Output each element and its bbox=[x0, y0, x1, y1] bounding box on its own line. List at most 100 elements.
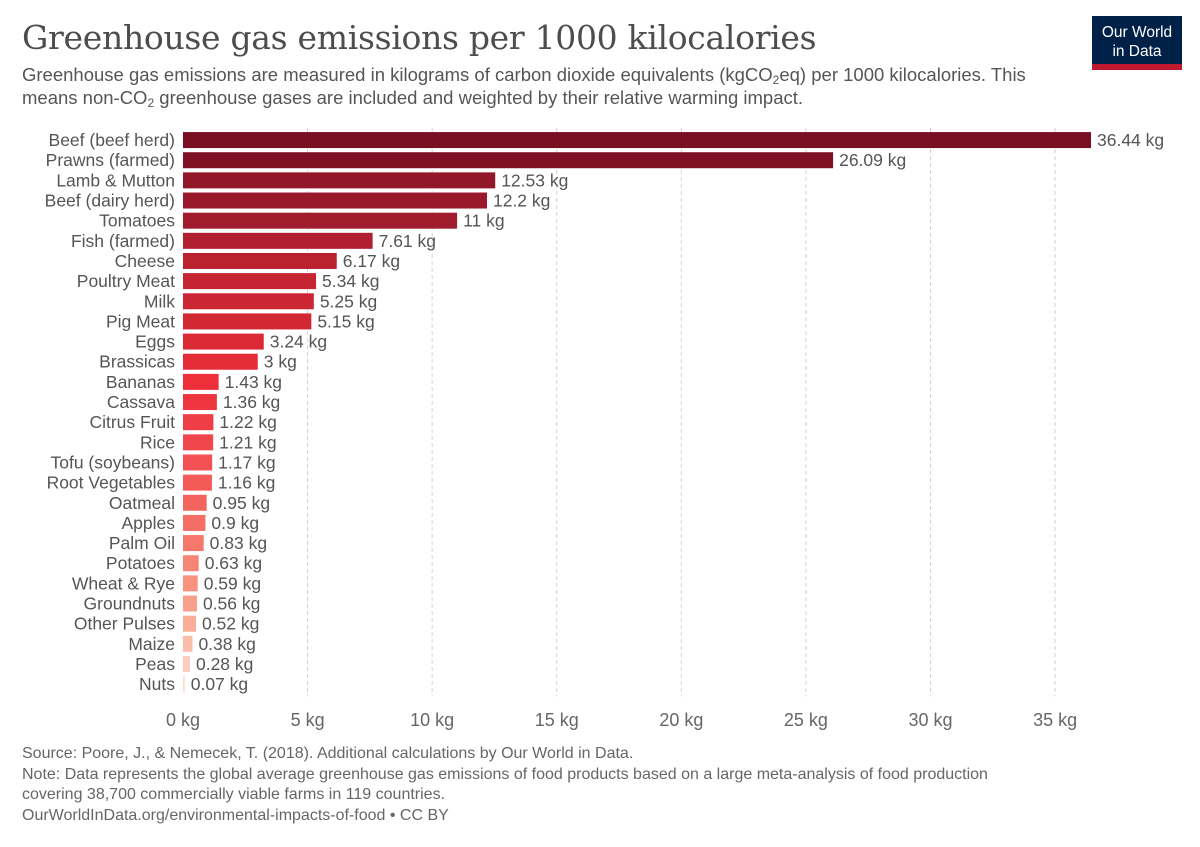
bar-row[interactable]: Beef (dairy herd) 12.2 kg bbox=[45, 191, 551, 211]
value-label: 1.21 kg bbox=[219, 432, 276, 452]
value-label: 1.22 kg bbox=[219, 412, 276, 432]
bar[interactable] bbox=[183, 676, 185, 693]
source-url[interactable]: OurWorldInData.org/environmental-impacts… bbox=[22, 806, 449, 824]
bar-row[interactable]: Peas 0.28 kg bbox=[135, 654, 253, 674]
category-label: Cheese bbox=[115, 251, 175, 271]
x-tick-label: 35 kg bbox=[1033, 710, 1077, 730]
value-label: 5.34 kg bbox=[322, 271, 379, 291]
bar[interactable] bbox=[183, 313, 312, 330]
category-label: Beef (beef herd) bbox=[49, 130, 175, 150]
category-label: Fish (farmed) bbox=[71, 231, 175, 251]
bar-row[interactable]: Prawns (farmed) 26.09 kg bbox=[46, 150, 907, 170]
chart-subtitle: Greenhouse gas emissions are measured in… bbox=[22, 63, 1052, 109]
category-label: Nuts bbox=[139, 674, 175, 694]
bar[interactable] bbox=[183, 555, 199, 572]
bar[interactable] bbox=[183, 152, 834, 169]
bar-row[interactable]: Pig Meat 5.15 kg bbox=[106, 311, 375, 331]
category-label: Apples bbox=[121, 513, 175, 533]
bar-row[interactable]: Lamb & Mutton 12.53 kg bbox=[56, 170, 568, 190]
value-label: 1.36 kg bbox=[223, 392, 280, 412]
bar[interactable] bbox=[183, 192, 487, 209]
bar-row[interactable]: Wheat & Rye 0.59 kg bbox=[72, 573, 261, 593]
bar[interactable] bbox=[183, 273, 317, 290]
bar-row[interactable]: Milk 5.25 kg bbox=[144, 291, 377, 311]
x-tick-label: 10 kg bbox=[410, 710, 454, 730]
bar[interactable] bbox=[183, 595, 197, 612]
bar-row[interactable]: Maize 0.38 kg bbox=[128, 634, 256, 654]
bar[interactable] bbox=[183, 494, 207, 511]
data-note-line-1: Note: Data represents the global average… bbox=[22, 765, 988, 783]
bar[interactable] bbox=[183, 232, 373, 249]
value-label: 0.07 kg bbox=[191, 674, 248, 694]
bar[interactable] bbox=[183, 434, 214, 451]
bar[interactable] bbox=[183, 655, 190, 672]
category-label: Tofu (soybeans) bbox=[50, 452, 175, 472]
bar[interactable] bbox=[183, 454, 213, 471]
category-label: Tomatoes bbox=[99, 211, 175, 231]
category-label: Eggs bbox=[135, 332, 175, 352]
bar[interactable] bbox=[183, 635, 193, 652]
bar-row[interactable]: Palm Oil 0.83 kg bbox=[109, 533, 267, 553]
bar[interactable] bbox=[183, 575, 198, 592]
bar[interactable] bbox=[183, 373, 219, 390]
bar[interactable] bbox=[183, 414, 214, 431]
category-label: Root Vegetables bbox=[47, 473, 176, 493]
value-label: 6.17 kg bbox=[343, 251, 400, 271]
bar[interactable] bbox=[183, 615, 196, 632]
value-label: 0.83 kg bbox=[210, 533, 267, 553]
bar-row[interactable]: Beef (beef herd) 36.44 kg bbox=[49, 130, 1165, 150]
value-label: 12.53 kg bbox=[501, 170, 568, 190]
bar-row[interactable]: Potatoes 0.63 kg bbox=[106, 553, 262, 573]
bar-row[interactable]: Cassava 1.36 kg bbox=[107, 392, 280, 412]
data-note-line-2: covering 38,700 commercially viable farm… bbox=[22, 786, 446, 803]
bar-row[interactable]: Bananas 1.43 kg bbox=[106, 372, 282, 392]
bar-row[interactable]: Other Pulses 0.52 kg bbox=[74, 614, 260, 634]
bar[interactable] bbox=[183, 353, 258, 370]
bar[interactable] bbox=[183, 293, 314, 310]
bar-row[interactable]: Cheese 6.17 kg bbox=[115, 251, 400, 271]
x-tick-label: 0 kg bbox=[166, 710, 200, 730]
x-tick-label: 5 kg bbox=[291, 710, 325, 730]
value-label: 0.95 kg bbox=[213, 493, 270, 513]
bar-row[interactable]: Tomatoes 11 kg bbox=[99, 211, 504, 231]
value-label: 0.52 kg bbox=[202, 614, 259, 634]
bar[interactable] bbox=[183, 252, 337, 269]
bar[interactable] bbox=[183, 514, 206, 531]
value-label: 0.9 kg bbox=[211, 513, 259, 533]
bar-row[interactable]: Nuts 0.07 kg bbox=[139, 674, 248, 694]
bar-row[interactable]: Poultry Meat 5.34 kg bbox=[77, 271, 380, 291]
bar[interactable] bbox=[183, 172, 496, 189]
bar-row[interactable]: Eggs 3.24 kg bbox=[135, 332, 327, 352]
category-label: Groundnuts bbox=[84, 594, 176, 614]
bar-row[interactable]: Tofu (soybeans) 1.17 kg bbox=[50, 452, 275, 472]
category-label: Palm Oil bbox=[109, 533, 175, 553]
bar-row[interactable]: Oatmeal 0.95 kg bbox=[109, 493, 270, 513]
category-label: Oatmeal bbox=[109, 493, 175, 513]
category-label: Bananas bbox=[106, 372, 175, 392]
bar-row[interactable]: Groundnuts 0.56 kg bbox=[84, 594, 261, 614]
subtitle-text-2: eq) per 1000 kilocalories. This means no… bbox=[22, 64, 1026, 108]
value-label: 7.61 kg bbox=[379, 231, 436, 251]
bars: Beef (beef herd) 36.44 kg Prawns (farmed) 2… bbox=[45, 130, 1164, 694]
category-label: Beef (dairy herd) bbox=[45, 191, 175, 211]
our-world-in-data-logo[interactable]: Our World in Data bbox=[1092, 16, 1182, 70]
bar[interactable] bbox=[183, 474, 212, 491]
bar[interactable] bbox=[183, 212, 458, 229]
logo-line-2: in Data bbox=[1112, 43, 1162, 60]
category-label: Cassava bbox=[107, 392, 175, 412]
bar-row[interactable]: Rice 1.21 kg bbox=[140, 432, 277, 452]
category-label: Potatoes bbox=[106, 553, 175, 573]
bar-row[interactable]: Citrus Fruit 1.22 kg bbox=[89, 412, 276, 432]
value-label: 0.28 kg bbox=[196, 654, 253, 674]
value-label: 0.56 kg bbox=[203, 594, 260, 614]
bar[interactable] bbox=[183, 394, 217, 411]
category-label: Pig Meat bbox=[106, 311, 175, 331]
bar-row[interactable]: Root Vegetables 1.16 kg bbox=[47, 473, 276, 493]
bar-row[interactable]: Brassicas 3 kg bbox=[99, 352, 297, 372]
bar[interactable] bbox=[183, 535, 204, 552]
bar[interactable] bbox=[183, 333, 264, 350]
bar[interactable] bbox=[183, 132, 1091, 149]
bar-row[interactable]: Fish (farmed) 7.61 kg bbox=[71, 231, 436, 251]
source-note: Source: Poore, J., & Nemecek, T. (2018).… bbox=[22, 745, 634, 762]
bar-row[interactable]: Apples 0.9 kg bbox=[121, 513, 259, 533]
